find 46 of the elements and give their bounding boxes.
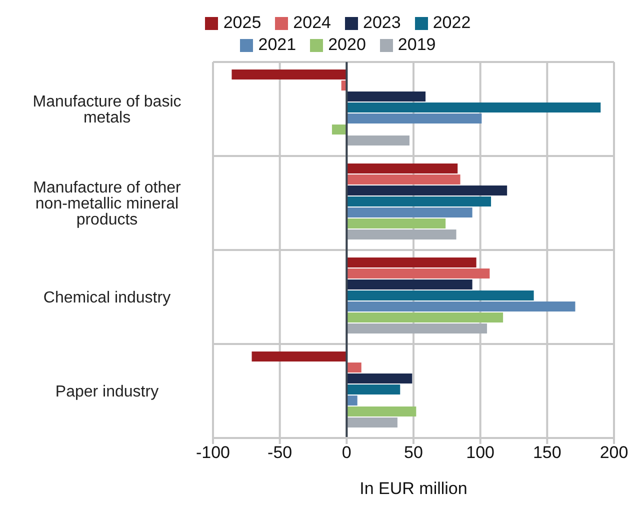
bar	[346, 312, 504, 323]
bar	[252, 352, 347, 362]
bar	[346, 384, 400, 395]
bar	[346, 208, 472, 218]
bar	[332, 124, 347, 135]
x-tick-label: 50	[404, 443, 423, 462]
bar	[346, 136, 410, 146]
bar	[346, 196, 492, 207]
legend-label: 2025	[222, 12, 262, 34]
x-tick-label: -50	[268, 443, 292, 462]
x-axis-title: In EUR million	[360, 479, 468, 498]
bar	[346, 186, 508, 196]
bar	[232, 70, 347, 80]
bar	[346, 258, 476, 268]
y-tick-label: Manufacture of other non-metallic mineral products	[33, 180, 182, 229]
legend-label: 2024	[292, 12, 331, 34]
bar	[346, 406, 416, 417]
legend-label: 2023	[362, 12, 401, 34]
bar	[346, 268, 490, 279]
y-tick-label: Chemical industry	[43, 290, 171, 307]
bar	[346, 362, 362, 373]
bar	[346, 92, 426, 102]
bar	[346, 302, 576, 312]
y-tick-label: Paper industry	[55, 384, 159, 401]
legend-label: 2019	[396, 34, 436, 56]
bar	[346, 418, 398, 428]
bar	[346, 230, 456, 240]
bar	[346, 114, 482, 124]
x-tick-label: 0	[342, 443, 352, 462]
x-tick-label: 100	[466, 443, 495, 462]
bar	[346, 290, 534, 301]
bar	[346, 174, 460, 185]
legend-label: 2022	[432, 12, 471, 34]
bar	[346, 218, 446, 229]
x-tick-label: 200	[600, 443, 628, 462]
bar	[346, 324, 488, 334]
legend-label: 2020	[327, 34, 366, 56]
y-tick-label: Manufacture of basic metals	[32, 94, 182, 127]
x-tick-label: -100	[196, 443, 230, 462]
bar	[346, 164, 458, 174]
bar	[346, 396, 358, 406]
bar	[346, 374, 412, 384]
bar	[346, 102, 601, 113]
legend-label: 2021	[257, 34, 296, 56]
bar	[346, 280, 472, 290]
x-tick-label: 150	[532, 443, 562, 462]
